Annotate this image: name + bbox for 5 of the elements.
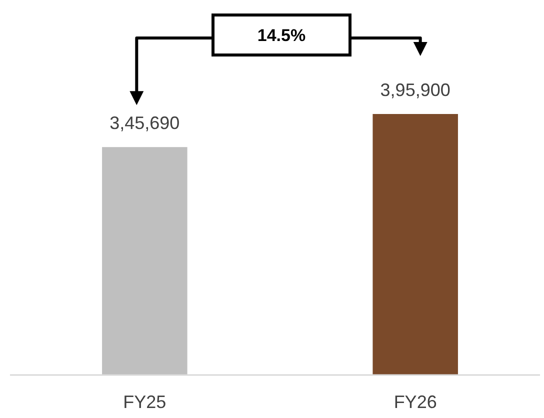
data-label: 3,95,900 — [380, 80, 450, 100]
x-tick-label: FY25 — [123, 392, 166, 412]
x-tick-label: FY26 — [394, 392, 437, 412]
data-label: 3,45,690 — [110, 113, 180, 134]
text: 14.5% — [257, 26, 306, 45]
